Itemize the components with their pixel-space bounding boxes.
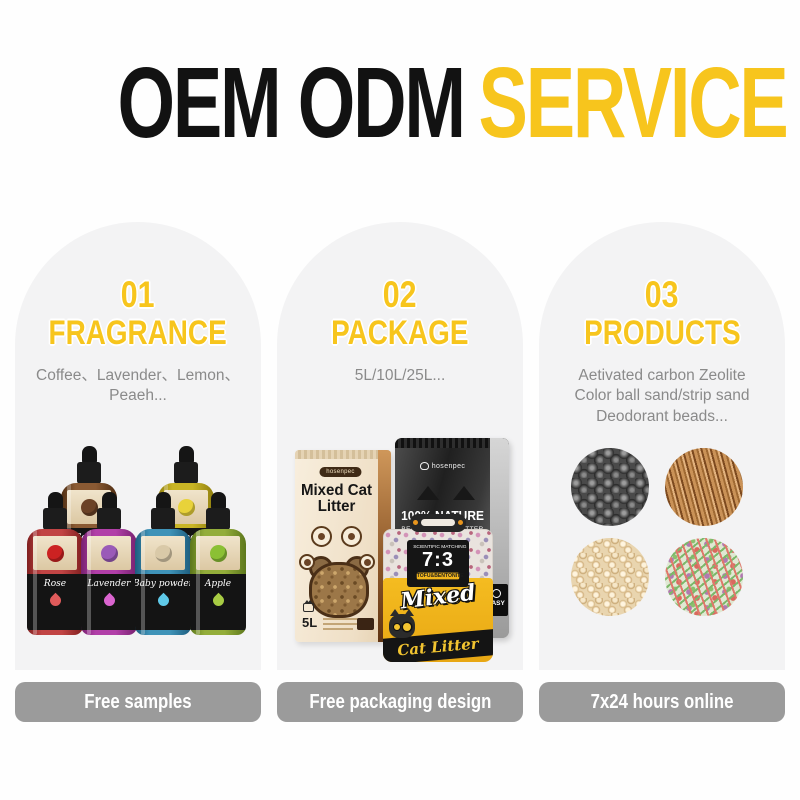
free-packaging-design-button[interactable]: Free packaging design [277,682,523,722]
feature-icon [341,526,362,547]
cream-litter-bag: hosenpec Mixed Cat Litter 5L [295,450,391,642]
fragrance-bottle: Baby powder [135,492,191,635]
droplet-icon [210,592,226,609]
fragrance-bottle: Lavender [81,492,137,635]
package-number: 02 [383,274,417,315]
cat-ear-silhouette [453,486,475,500]
product-sample-circles [571,448,753,616]
fragrance-bottle: Apple [190,492,246,635]
scent-icon [209,544,227,562]
pouch-handle [410,514,466,532]
products-description: Aetivated carbon Zeolite Color ball sand… [574,367,750,425]
ratio-value: 7:3 [422,549,454,571]
fragrance-bottle: Rose [27,492,83,635]
brand-logo: hosenpec [395,462,490,470]
ratio-label-top: SCIENTIFIC MATCHING [413,544,467,550]
ratio-label: SCIENTIFIC MATCHING 7:3 TOFU&BENTONITE [407,540,469,587]
bottle-body: Lavender [81,529,137,635]
droplet-icon [47,592,63,609]
fragrance-bottles-image: Coffee Lemon Rose [15,434,261,670]
cta-button-row: Free samples Free packaging design 7x24 … [15,682,785,722]
scent-icon [46,544,64,562]
droplet-icon [155,592,171,609]
scent-icon [154,544,172,562]
page-title: OEM ODM SERVICE [0,46,800,161]
dropper-bulb-icon [178,446,194,464]
package-heading: PACKAGE [331,314,469,352]
crushed-tofu-sand [571,538,649,616]
dropper-bulb-icon [81,446,97,464]
dropper-cap [97,508,121,530]
package-products-image: hosenpec Mixed Cat Litter 5L hosenpec [277,422,523,670]
bag-corner-badge [357,618,374,630]
dropper-cap [77,462,101,484]
ratio-sub-label: TOFU&BENTONITE [416,572,464,580]
feature-icons [295,526,378,547]
fine-print-lines [323,617,365,630]
bottle-name: Rose [43,579,67,589]
dropper-cap [43,508,67,530]
fragrance-description: Coffee、Lavender、Lemon、 Peaeh... [36,367,240,405]
activated-carbon-balls [571,448,649,526]
pouch-script-line2: Cat Litter [396,634,480,660]
dropper-bulb-icon [210,492,226,510]
cat-icon [303,600,314,612]
bottle-label [196,536,240,570]
bottle-name-band: Baby powder [135,574,191,630]
products-number: 03 [645,274,679,315]
bottle-name: Apple [204,579,232,589]
scent-icon [100,544,118,562]
package-description: 5L/10L/25L... [354,367,446,384]
hours-online-button[interactable]: 7x24 hours online [539,682,785,722]
products-heading: PRODUCTS [583,314,741,352]
feature-icon [359,554,375,570]
bottle-name: Baby powder [135,579,191,589]
bottle-name-band: Rose [27,574,83,630]
title-highlight-text: SERVICE [478,47,789,159]
bottle-name: Lavender [87,579,131,589]
droplet-icon [101,592,117,609]
feature-icon [299,554,315,570]
cat-eyes-icon [393,623,401,631]
card-package: 02 PACKAGE 5L/10L/25L... hosenpec Mixed … [277,222,523,670]
bag-crimp-seal [395,438,509,448]
dropper-bulb-icon [47,492,63,510]
fragrance-number: 01 [121,274,155,315]
dropper-cap [174,462,198,484]
title-black-text: OEM ODM [117,47,466,159]
black-cat-icon [389,609,415,638]
bottle-name-band: Lavender [81,574,137,630]
card-fragrance: 01 FRAGRANCE Coffee、Lavender、Lemon、 Peae… [15,222,261,670]
bottle-label [141,536,185,570]
strip-sand [665,448,743,526]
bottle-body: Apple [190,529,246,635]
bottle-label [33,536,77,570]
bottle-name-band: Apple [190,574,246,630]
bottle-label [164,490,208,524]
dropper-bulb-icon [101,492,117,510]
dropper-cap [206,508,230,530]
dropper-cap [151,508,175,530]
dropper-bulb-icon [155,492,171,510]
cat-ear-silhouette [417,486,439,500]
scent-icon [177,498,195,516]
brand-badge: hosenpec [319,467,362,477]
bottle-body: Rose [27,529,83,635]
scent-icon [80,498,98,516]
bag-crimp-seal [295,450,391,459]
bottle-body: Baby powder [135,529,191,635]
bottle-label [87,536,131,570]
bag-size-label: 5L [302,615,318,630]
mixed-litter-pouch: Cat Litter SCIENTIFIC MATCHING 7:3 TOFU&… [383,514,493,662]
feature-icon [311,526,332,547]
free-samples-button[interactable]: Free samples [15,682,261,722]
color-mixed-sand [665,538,743,616]
cream-bag-title: Mixed Cat Litter [300,482,373,516]
fragrance-heading: FRAGRANCE [48,314,228,352]
cat-head-window [309,556,369,618]
card-products: 03 PRODUCTS Aetivated carbon Zeolite Col… [539,222,785,670]
